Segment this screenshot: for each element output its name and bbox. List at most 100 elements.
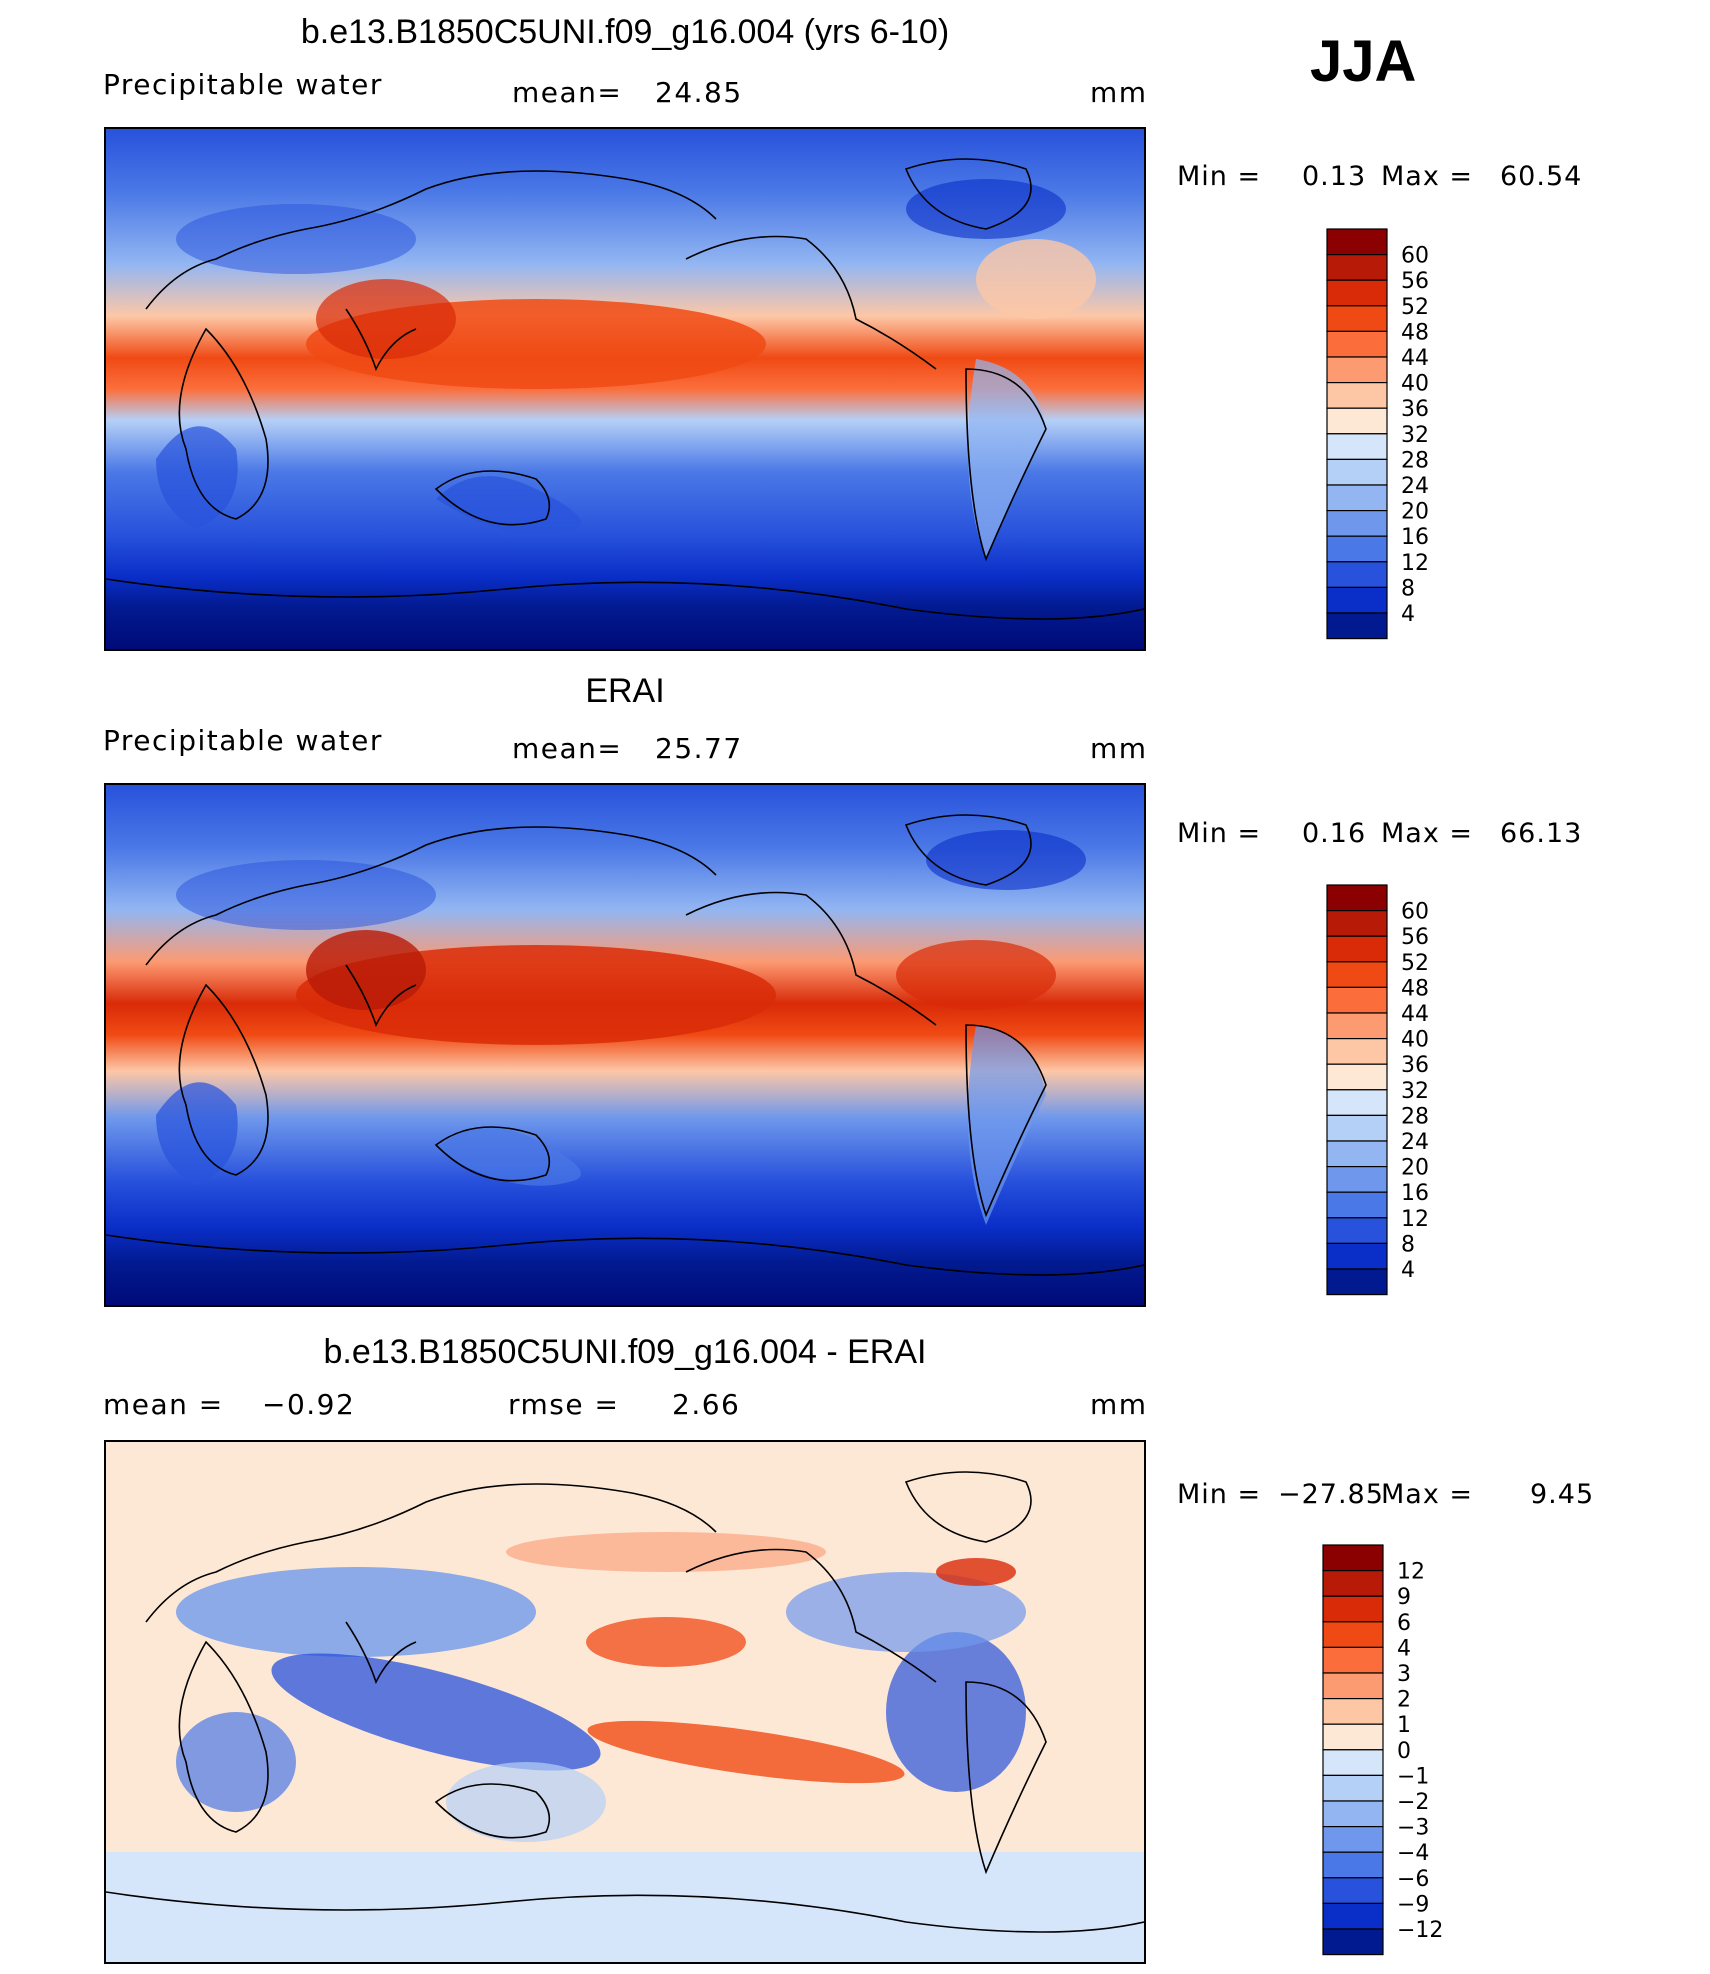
colorbar-swatch bbox=[1326, 510, 1388, 537]
panel-3-colorbar: 12 9 6 4 3 2 1 0 −1 −2 −3 −4 −6 −9 −12 bbox=[1322, 1544, 1472, 1956]
colorbar-tick-label: −2 bbox=[1397, 1790, 1429, 1815]
colorbar-tick-label: 16 bbox=[1401, 525, 1429, 550]
colorbar-swatch bbox=[1322, 1698, 1384, 1725]
colorbar-tick-label: 32 bbox=[1401, 423, 1429, 448]
colorbar-tick-label: 0 bbox=[1397, 1739, 1411, 1764]
colorbar-swatch bbox=[1326, 935, 1388, 963]
colorbar-tick-label: −12 bbox=[1397, 1918, 1443, 1943]
colorbar-tick-label: 40 bbox=[1401, 1028, 1429, 1053]
colorbar-tick-label: 44 bbox=[1401, 346, 1429, 371]
colorbar-swatch bbox=[1326, 1242, 1388, 1270]
colorbar-swatch bbox=[1326, 407, 1388, 435]
colorbar-tick-label: 52 bbox=[1401, 295, 1429, 320]
colorbar-tick-label: 12 bbox=[1401, 1207, 1429, 1232]
colorbar-swatch bbox=[1326, 561, 1388, 588]
colorbar-swatch bbox=[1326, 961, 1388, 989]
colorbar-tick-label: 1 bbox=[1397, 1713, 1411, 1738]
colorbar-tick-label: 28 bbox=[1401, 448, 1429, 473]
panel-2-mean-label: mean= bbox=[512, 732, 623, 765]
colorbar-swatch bbox=[1322, 1723, 1384, 1751]
panel-3-min-label: Min = bbox=[1177, 1479, 1262, 1510]
colorbar-swatch bbox=[1326, 433, 1388, 461]
colorbar-swatch bbox=[1322, 1570, 1384, 1597]
panel-1-min-label: Min = bbox=[1177, 161, 1262, 192]
colorbar-tick-label: 36 bbox=[1401, 397, 1429, 422]
panel-1-max-value: 60.54 bbox=[1500, 161, 1583, 192]
panel-2-min-label: Min = bbox=[1177, 818, 1262, 849]
panel-2-units: mm bbox=[1090, 732, 1148, 765]
panel-3-mean-value: −0.92 bbox=[262, 1388, 356, 1421]
colorbar-tick-label: 44 bbox=[1401, 1002, 1429, 1027]
panel-3-rmse-value: 2.66 bbox=[672, 1388, 741, 1421]
colorbar-tick-label: 56 bbox=[1401, 925, 1429, 950]
colorbar-swatch bbox=[1322, 1672, 1384, 1700]
colorbar-swatch bbox=[1326, 612, 1388, 640]
panel-2-variable: Precipitable water bbox=[103, 724, 383, 757]
panel-2-max-value: 66.13 bbox=[1500, 818, 1583, 849]
panel-1-max-label: Max = bbox=[1381, 161, 1474, 192]
colorbar-swatch bbox=[1322, 1800, 1384, 1828]
colorbar-tick-label: −9 bbox=[1397, 1892, 1429, 1917]
colorbar-swatch bbox=[1326, 586, 1388, 614]
colorbar-swatch bbox=[1322, 1544, 1384, 1572]
colorbar-tick-label: 24 bbox=[1401, 1130, 1429, 1155]
panel-1-mean-value: 24.85 bbox=[655, 76, 743, 109]
colorbar-tick-label: −6 bbox=[1397, 1867, 1429, 1892]
colorbar-swatch bbox=[1326, 228, 1388, 256]
colorbar-swatch bbox=[1322, 1749, 1384, 1777]
colorbar-swatch bbox=[1326, 356, 1388, 384]
colorbar-tick-label: −4 bbox=[1397, 1841, 1429, 1866]
colorbar-swatch bbox=[1326, 1114, 1388, 1142]
colorbar-tick-label: 4 bbox=[1401, 602, 1415, 627]
panel-3-max-label: Max = bbox=[1381, 1479, 1474, 1510]
panel-2-max-label: Max = bbox=[1381, 818, 1474, 849]
colorbar-swatch bbox=[1326, 458, 1388, 486]
colorbar-tick-label: 4 bbox=[1397, 1636, 1411, 1661]
panel-2-colorbar: 60 56 52 48 44 40 36 32 28 24 20 16 12 8 4 bbox=[1326, 884, 1476, 1296]
panel-3-max-value: 9.45 bbox=[1530, 1479, 1595, 1510]
colorbar-swatch bbox=[1326, 279, 1388, 307]
colorbar-swatch bbox=[1326, 382, 1388, 409]
panel-1-min-value: 0.13 bbox=[1302, 161, 1367, 192]
colorbar-swatch bbox=[1322, 1877, 1384, 1904]
colorbar-tick-label: 24 bbox=[1401, 474, 1429, 499]
colorbar-swatch bbox=[1326, 1268, 1388, 1296]
colorbar-swatch bbox=[1326, 1038, 1388, 1065]
colorbar-tick-label: 48 bbox=[1401, 976, 1429, 1001]
colorbar-swatch bbox=[1322, 1774, 1384, 1802]
colorbar-tick-label: 16 bbox=[1401, 1181, 1429, 1206]
colorbar-swatch bbox=[1326, 986, 1388, 1014]
panel-3-units: mm bbox=[1090, 1388, 1148, 1421]
colorbar-tick-label: 2 bbox=[1397, 1688, 1411, 1713]
colorbar-tick-label: 3 bbox=[1397, 1662, 1411, 1687]
colorbar-tick-label: 48 bbox=[1401, 320, 1429, 345]
colorbar-swatch bbox=[1322, 1851, 1384, 1879]
colorbar-swatch bbox=[1326, 484, 1388, 512]
panel-2-title: ERAI bbox=[585, 672, 665, 710]
colorbar-tick-label: 8 bbox=[1401, 576, 1415, 601]
colorbar-swatch bbox=[1326, 535, 1388, 563]
panel-1-colorbar: 60 56 52 48 44 40 36 32 28 24 20 16 12 8 4 bbox=[1326, 228, 1476, 640]
season-label: JJA bbox=[1310, 29, 1417, 94]
colorbar-tick-label: 9 bbox=[1397, 1585, 1411, 1610]
colorbar-tick-label: 36 bbox=[1401, 1053, 1429, 1078]
colorbar-tick-label: 20 bbox=[1401, 500, 1429, 525]
colorbar-tick-label: 56 bbox=[1401, 269, 1429, 294]
colorbar-swatch bbox=[1326, 330, 1388, 358]
panel-3-map bbox=[104, 1440, 1146, 1964]
panel-1-map bbox=[104, 127, 1146, 651]
colorbar-swatch bbox=[1326, 254, 1388, 281]
panel-1-mean-label: mean= bbox=[512, 76, 623, 109]
panel-3-min-value: −27.85 bbox=[1278, 1479, 1384, 1510]
colorbar-tick-label: 4 bbox=[1401, 1258, 1415, 1283]
colorbar-swatch bbox=[1322, 1928, 1384, 1956]
colorbar-tick-label: 8 bbox=[1401, 1232, 1415, 1257]
colorbar-tick-label: 28 bbox=[1401, 1104, 1429, 1129]
colorbar-swatch bbox=[1322, 1595, 1384, 1623]
colorbar-swatch bbox=[1326, 1166, 1388, 1193]
colorbar-tick-label: −3 bbox=[1397, 1816, 1429, 1841]
colorbar-tick-label: 40 bbox=[1401, 372, 1429, 397]
colorbar-swatch bbox=[1322, 1621, 1384, 1649]
colorbar-swatch bbox=[1322, 1826, 1384, 1853]
panel-3-rmse-label: rmse = bbox=[508, 1388, 620, 1421]
